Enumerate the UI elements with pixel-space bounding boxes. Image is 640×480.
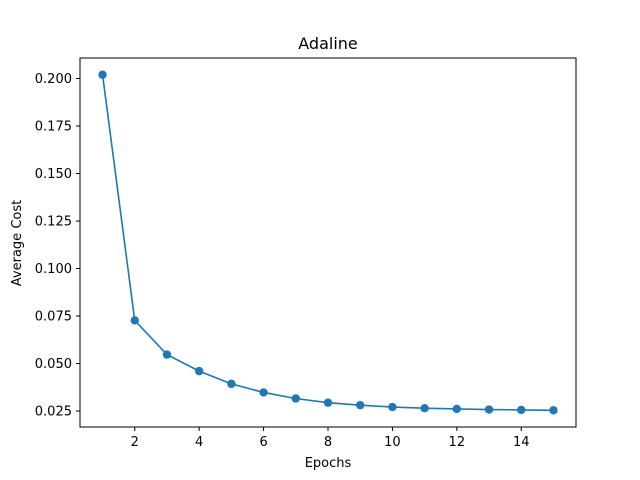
x-tick-label: 14: [513, 435, 530, 450]
x-tick-label: 10: [384, 435, 401, 450]
y-tick-label: 0.025: [35, 405, 72, 420]
data-point: [549, 406, 558, 415]
y-tick-label: 0.200: [35, 72, 72, 87]
data-point: [323, 398, 333, 407]
x-axis-ticks: 2 4 6 8 10 12 14: [131, 427, 530, 450]
y-axis-ticks: 0.025 0.050 0.075 0.100 0.125 0.150 0.175 0.200: [35, 72, 80, 420]
data-point: [452, 404, 462, 414]
data-point: [162, 350, 172, 359]
y-tick-label: 0.050: [35, 357, 72, 372]
x-tick-label: 8: [324, 435, 332, 450]
plot-frame: [79, 57, 577, 428]
x-tick-label: 2: [131, 435, 139, 450]
y-axis-label: Average Cost: [10, 200, 25, 286]
data-point: [484, 405, 494, 414]
data-point: [517, 405, 526, 415]
chart-title: Adaline: [298, 34, 358, 53]
y-tick-label: 0.150: [35, 167, 72, 182]
data-point: [420, 403, 429, 413]
x-tick-label: 4: [195, 435, 203, 450]
series-layer: [98, 70, 558, 415]
y-tick-label: 0.125: [35, 215, 72, 230]
x-tick-label: 6: [259, 435, 267, 450]
data-point: [98, 70, 107, 79]
x-tick-label: 12: [449, 435, 466, 450]
y-tick-label: 0.175: [35, 120, 72, 135]
data-point: [227, 379, 236, 389]
data-point: [194, 366, 204, 376]
data-point: [291, 394, 300, 403]
y-tick-label: 0.100: [35, 262, 72, 277]
y-tick-label: 0.075: [35, 310, 72, 325]
data-point: [259, 388, 268, 397]
data-point: [388, 402, 397, 412]
data-point: [130, 316, 139, 325]
data-point: [356, 400, 365, 410]
x-axis-label: Epochs: [305, 456, 352, 471]
